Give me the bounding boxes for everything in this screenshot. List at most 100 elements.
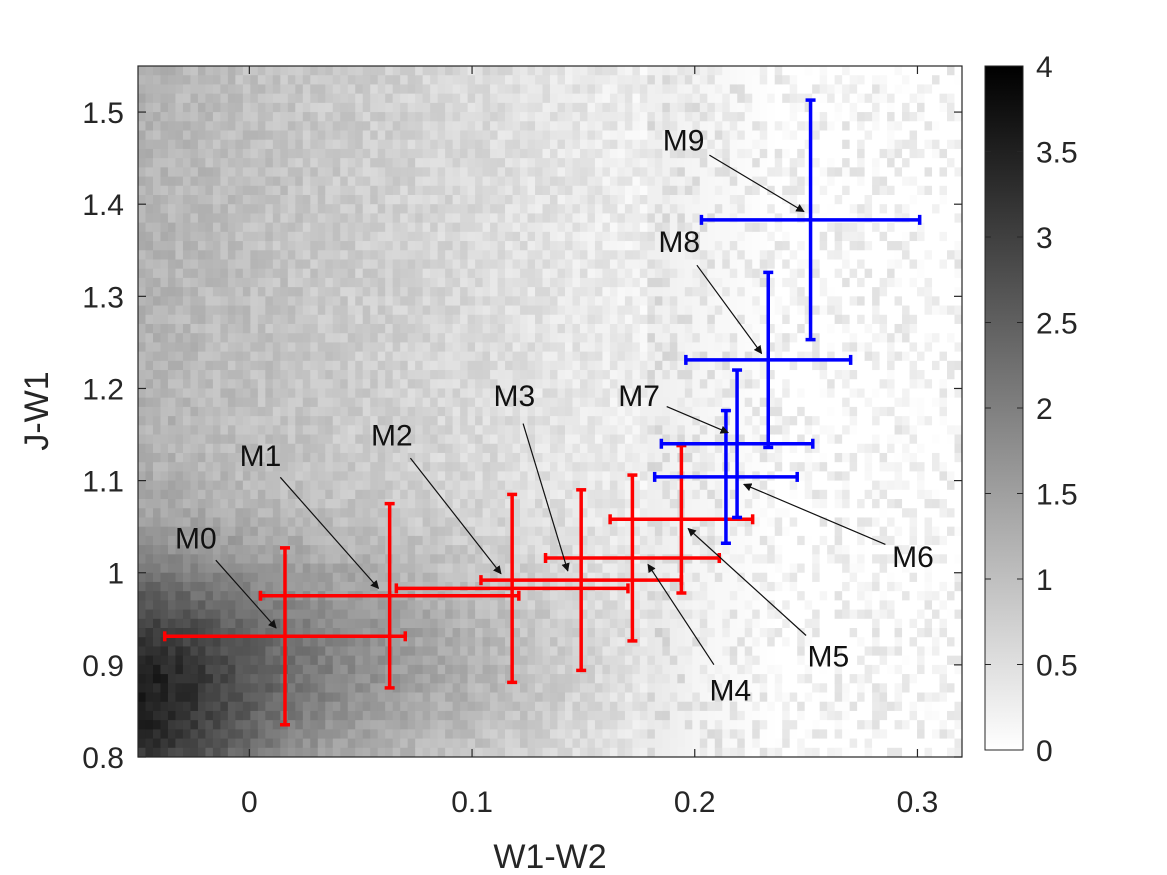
heatmap-cell bbox=[542, 222, 551, 233]
heatmap-cell bbox=[445, 296, 454, 307]
heatmap-cell bbox=[594, 323, 604, 334]
heatmap-cell bbox=[257, 692, 266, 703]
heatmap-cell bbox=[220, 664, 229, 675]
heatmap-cell bbox=[512, 618, 521, 629]
heatmap-cell bbox=[550, 710, 559, 721]
heatmap-cell bbox=[190, 250, 199, 261]
heatmap-cell bbox=[624, 268, 633, 279]
heatmap-cell bbox=[190, 388, 199, 399]
heatmap-cell bbox=[594, 720, 604, 730]
heatmap-cell bbox=[302, 231, 311, 242]
heatmap-cell bbox=[340, 121, 349, 132]
heatmap-cell bbox=[190, 747, 199, 757]
heatmap-cell bbox=[430, 305, 439, 316]
heatmap-cell bbox=[460, 729, 469, 740]
heatmap-cell bbox=[377, 517, 386, 528]
heatmap-cell bbox=[542, 674, 551, 684]
heatmap-cell bbox=[467, 416, 476, 426]
heatmap-cell bbox=[430, 563, 439, 574]
heatmap-cell bbox=[407, 314, 416, 325]
heatmap-cell bbox=[212, 545, 221, 555]
heatmap-cell bbox=[235, 452, 244, 463]
heatmap-cell bbox=[295, 139, 304, 150]
heatmap-cell bbox=[497, 296, 506, 307]
heatmap-cell bbox=[220, 66, 229, 76]
heatmap-cell bbox=[317, 231, 326, 242]
heatmap-cell bbox=[302, 93, 311, 104]
heatmap-cell bbox=[272, 250, 281, 261]
heatmap-cell bbox=[475, 443, 484, 454]
heatmap-cell bbox=[415, 397, 424, 408]
heatmap-cell bbox=[182, 701, 192, 712]
heatmap-cell bbox=[167, 296, 177, 307]
heatmap-cell bbox=[497, 176, 506, 187]
heatmap-cell bbox=[550, 664, 559, 675]
heatmap-cell bbox=[602, 130, 611, 141]
heatmap-cell bbox=[564, 720, 574, 730]
heatmap-cell bbox=[138, 664, 147, 675]
heatmap-cell bbox=[302, 535, 311, 546]
heatmap-cell bbox=[355, 489, 364, 500]
heatmap-cell bbox=[145, 268, 154, 279]
heatmap-cell bbox=[407, 655, 416, 666]
heatmap-cell bbox=[609, 204, 619, 215]
heatmap-cell bbox=[182, 416, 192, 426]
heatmap-cell bbox=[564, 738, 574, 749]
heatmap-cell bbox=[497, 452, 506, 463]
heatmap-cell bbox=[227, 600, 236, 611]
heatmap-cell bbox=[205, 499, 214, 509]
heatmap-cell bbox=[355, 121, 364, 132]
heatmap-cell bbox=[452, 692, 461, 703]
heatmap-cell bbox=[340, 683, 349, 694]
heatmap-cell bbox=[212, 204, 221, 215]
heatmap-cell bbox=[407, 508, 416, 519]
heatmap-cell bbox=[152, 241, 162, 251]
heatmap-cell bbox=[482, 406, 491, 417]
heatmap-cell bbox=[227, 508, 236, 519]
heatmap-cell bbox=[430, 572, 439, 583]
heatmap-cell bbox=[602, 121, 611, 132]
heatmap-cell bbox=[175, 747, 184, 757]
heatmap-cell bbox=[138, 176, 147, 187]
heatmap-cell bbox=[422, 250, 431, 261]
heatmap-cell bbox=[355, 655, 364, 666]
heatmap-cell bbox=[392, 508, 401, 519]
heatmap-cell bbox=[347, 360, 356, 371]
heatmap-cell bbox=[602, 499, 611, 509]
heatmap-cell bbox=[430, 646, 439, 657]
heatmap-cell bbox=[340, 130, 349, 141]
heatmap-cell bbox=[557, 112, 566, 122]
heatmap-cell bbox=[167, 185, 177, 196]
heatmap-cell bbox=[257, 416, 266, 426]
heatmap-cell bbox=[227, 434, 236, 445]
heatmap-cell bbox=[370, 250, 379, 261]
heatmap-cell bbox=[212, 130, 221, 141]
heatmap-cell bbox=[617, 692, 626, 703]
heatmap-cell bbox=[235, 535, 244, 546]
heatmap-cell bbox=[138, 397, 147, 408]
heatmap-cell bbox=[370, 231, 379, 242]
heatmap-cell bbox=[242, 637, 251, 648]
heatmap-cell bbox=[460, 646, 469, 657]
heatmap-cell bbox=[594, 121, 604, 132]
heatmap-cell bbox=[227, 729, 236, 740]
heatmap-cell bbox=[167, 591, 177, 601]
heatmap-cell bbox=[325, 600, 334, 611]
heatmap-cell bbox=[400, 609, 409, 620]
heatmap-cell bbox=[609, 84, 619, 95]
heatmap-cell bbox=[445, 204, 454, 215]
heatmap-cell bbox=[325, 692, 334, 703]
heatmap-cell bbox=[609, 259, 619, 270]
heatmap-cell bbox=[370, 572, 379, 583]
heatmap-cell bbox=[212, 471, 221, 482]
heatmap-cell bbox=[355, 572, 364, 583]
heatmap-cell bbox=[467, 250, 476, 261]
heatmap-cell bbox=[332, 241, 341, 251]
heatmap-cell bbox=[370, 259, 379, 270]
heatmap-cell bbox=[624, 545, 633, 555]
heatmap-cell bbox=[317, 720, 326, 730]
heatmap-cell bbox=[138, 600, 147, 611]
heatmap-cell bbox=[445, 729, 454, 740]
heatmap-cell bbox=[632, 452, 641, 463]
heatmap-cell bbox=[347, 443, 356, 454]
